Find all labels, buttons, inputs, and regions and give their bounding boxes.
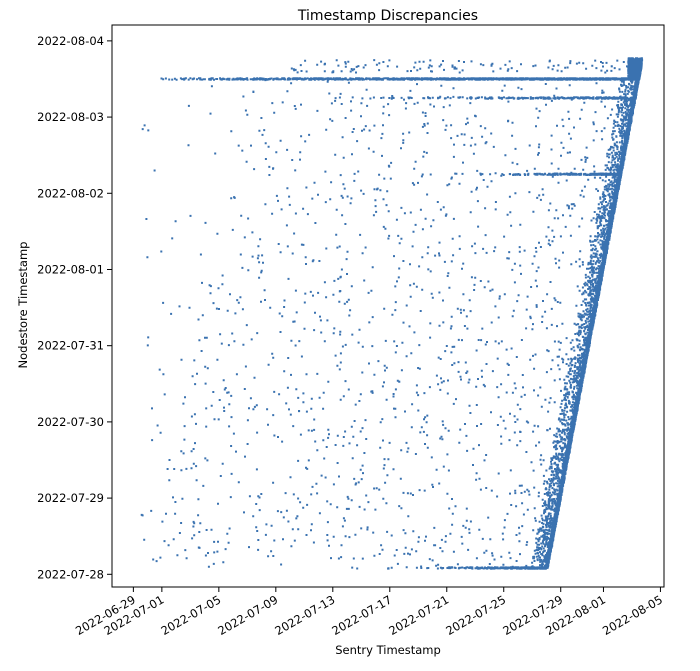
y-tick-label: 2022-08-03 (37, 110, 104, 124)
plot-frame (111, 24, 665, 588)
y-tick-label: 2022-07-31 (37, 339, 104, 353)
y-tick-label: 2022-08-01 (37, 262, 104, 276)
y-tick-label: 2022-08-04 (37, 34, 104, 48)
x-axis-label: Sentry Timestamp (335, 643, 441, 657)
y-tick-label: 2022-08-02 (37, 186, 104, 200)
y-tick-label: 2022-07-30 (37, 415, 104, 429)
y-axis-label: Nodestore Timestamp (16, 242, 30, 369)
y-tick-label: 2022-07-29 (37, 491, 104, 505)
chart-title: Timestamp Discrepancies (297, 8, 478, 24)
y-tick-label: 2022-07-28 (37, 567, 104, 581)
